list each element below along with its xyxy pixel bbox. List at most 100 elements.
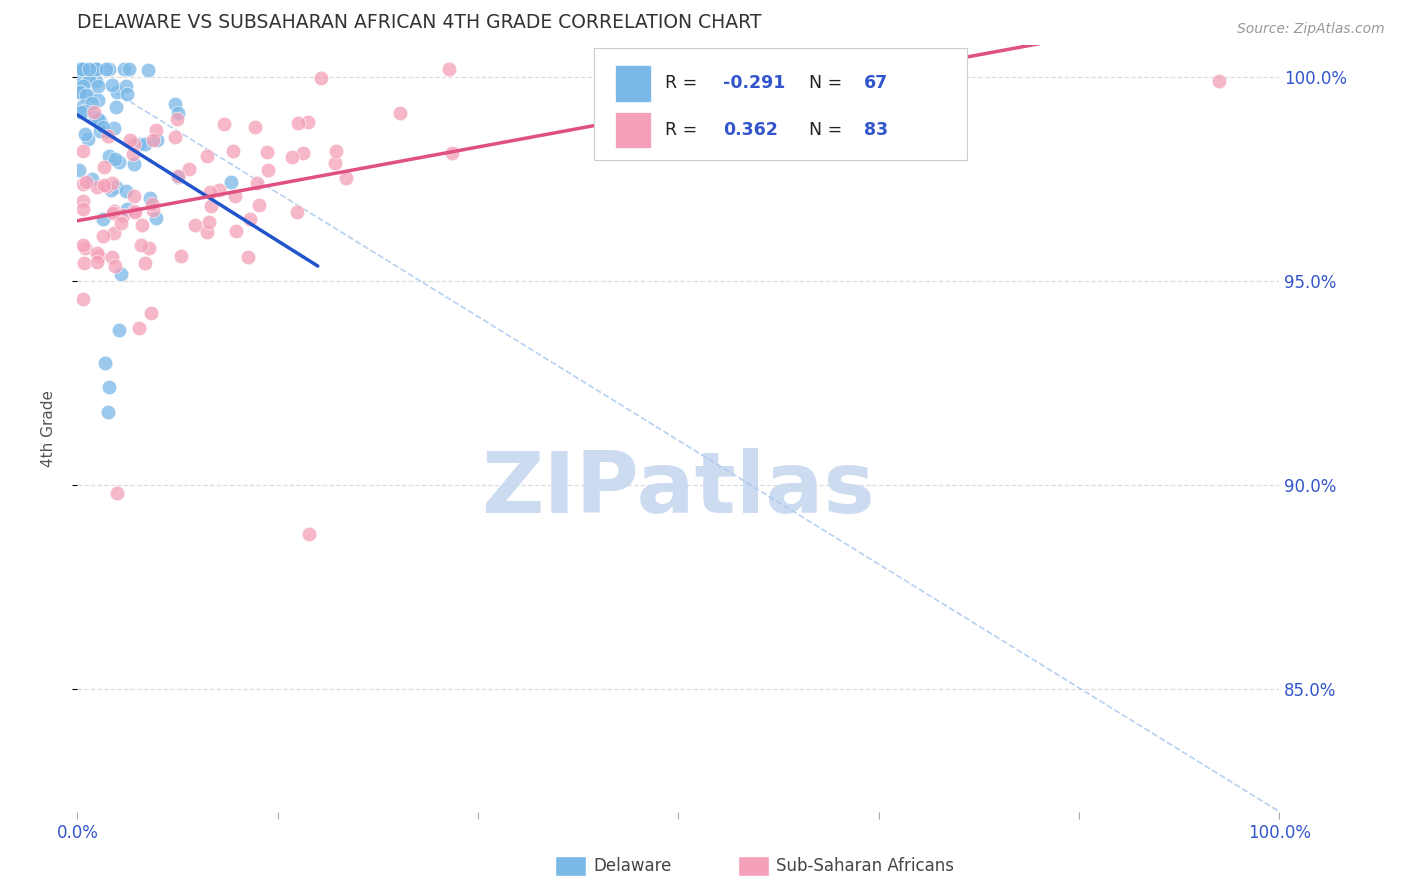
Text: N =: N = xyxy=(810,74,848,93)
Point xyxy=(225,224,247,238)
Point xyxy=(72,99,94,113)
Point xyxy=(142,203,165,218)
Point xyxy=(139,306,162,320)
Point xyxy=(256,145,278,159)
Point xyxy=(115,202,138,217)
Text: 0.362: 0.362 xyxy=(723,121,778,139)
Point xyxy=(100,183,122,197)
Point xyxy=(167,169,190,183)
Point xyxy=(134,136,156,151)
Point xyxy=(163,130,186,145)
Point xyxy=(101,206,124,220)
Point xyxy=(120,133,142,147)
Point xyxy=(285,204,308,219)
Text: N =: N = xyxy=(810,121,848,139)
Point xyxy=(83,105,105,120)
Point xyxy=(73,73,96,87)
Point xyxy=(238,250,260,264)
Point xyxy=(145,123,167,137)
Point xyxy=(72,145,94,159)
Point xyxy=(165,97,187,112)
Point xyxy=(98,62,121,76)
Point xyxy=(138,241,160,255)
Point xyxy=(124,204,146,219)
Point xyxy=(117,87,139,102)
Point xyxy=(128,320,150,334)
Point xyxy=(98,380,121,394)
Point xyxy=(75,175,97,189)
Point xyxy=(97,129,120,144)
Point xyxy=(72,78,94,93)
Point xyxy=(239,212,262,227)
Point xyxy=(195,148,218,162)
Point xyxy=(72,292,94,306)
Point xyxy=(198,215,221,229)
Point xyxy=(145,211,167,225)
Point xyxy=(80,96,103,111)
Point xyxy=(96,179,118,194)
Point xyxy=(91,120,114,135)
Point xyxy=(86,246,108,260)
Point xyxy=(101,251,124,265)
Point xyxy=(87,93,110,107)
Text: 67: 67 xyxy=(863,74,887,93)
Point xyxy=(247,198,270,212)
Point xyxy=(110,267,132,281)
Point xyxy=(77,88,100,103)
Point xyxy=(117,62,139,76)
Point xyxy=(69,85,91,99)
Point xyxy=(131,218,153,232)
Point xyxy=(107,323,129,337)
Point xyxy=(103,120,125,135)
Point xyxy=(711,62,734,76)
Point xyxy=(91,211,114,226)
Point xyxy=(243,120,266,134)
Point xyxy=(166,169,188,184)
Point xyxy=(256,163,278,178)
Point xyxy=(131,238,153,252)
Point xyxy=(84,74,107,88)
Text: -0.291: -0.291 xyxy=(723,74,785,93)
Point xyxy=(101,78,124,92)
Point xyxy=(114,78,136,93)
Point xyxy=(111,208,134,222)
Point xyxy=(73,256,96,270)
Point xyxy=(128,137,150,152)
Point xyxy=(77,132,100,146)
Point xyxy=(122,157,145,171)
Point xyxy=(105,486,128,500)
Point xyxy=(122,137,145,152)
Point xyxy=(105,100,128,114)
Point xyxy=(86,79,108,94)
Point xyxy=(439,62,461,76)
Point xyxy=(221,145,243,159)
Point xyxy=(103,226,125,240)
Point xyxy=(105,85,128,99)
Point xyxy=(72,194,94,208)
Point xyxy=(124,189,146,203)
Point xyxy=(208,183,231,197)
Point xyxy=(139,191,162,205)
Point xyxy=(93,178,115,193)
FancyBboxPatch shape xyxy=(595,48,967,160)
Point xyxy=(224,188,246,202)
Y-axis label: 4th Grade: 4th Grade xyxy=(42,390,56,467)
Point xyxy=(67,62,90,76)
Point xyxy=(72,237,94,252)
Point xyxy=(134,256,156,270)
Point xyxy=(141,197,163,211)
Point xyxy=(610,62,633,76)
Point xyxy=(124,203,146,218)
Point xyxy=(287,116,309,130)
Point xyxy=(104,179,127,194)
Text: Delaware: Delaware xyxy=(593,857,672,875)
Point xyxy=(93,160,115,174)
Point xyxy=(83,110,105,124)
Point xyxy=(114,185,136,199)
Point xyxy=(94,62,117,76)
Point xyxy=(184,219,207,233)
Point xyxy=(89,114,111,128)
Point xyxy=(166,112,188,127)
Point xyxy=(323,156,346,170)
Point xyxy=(69,73,91,87)
